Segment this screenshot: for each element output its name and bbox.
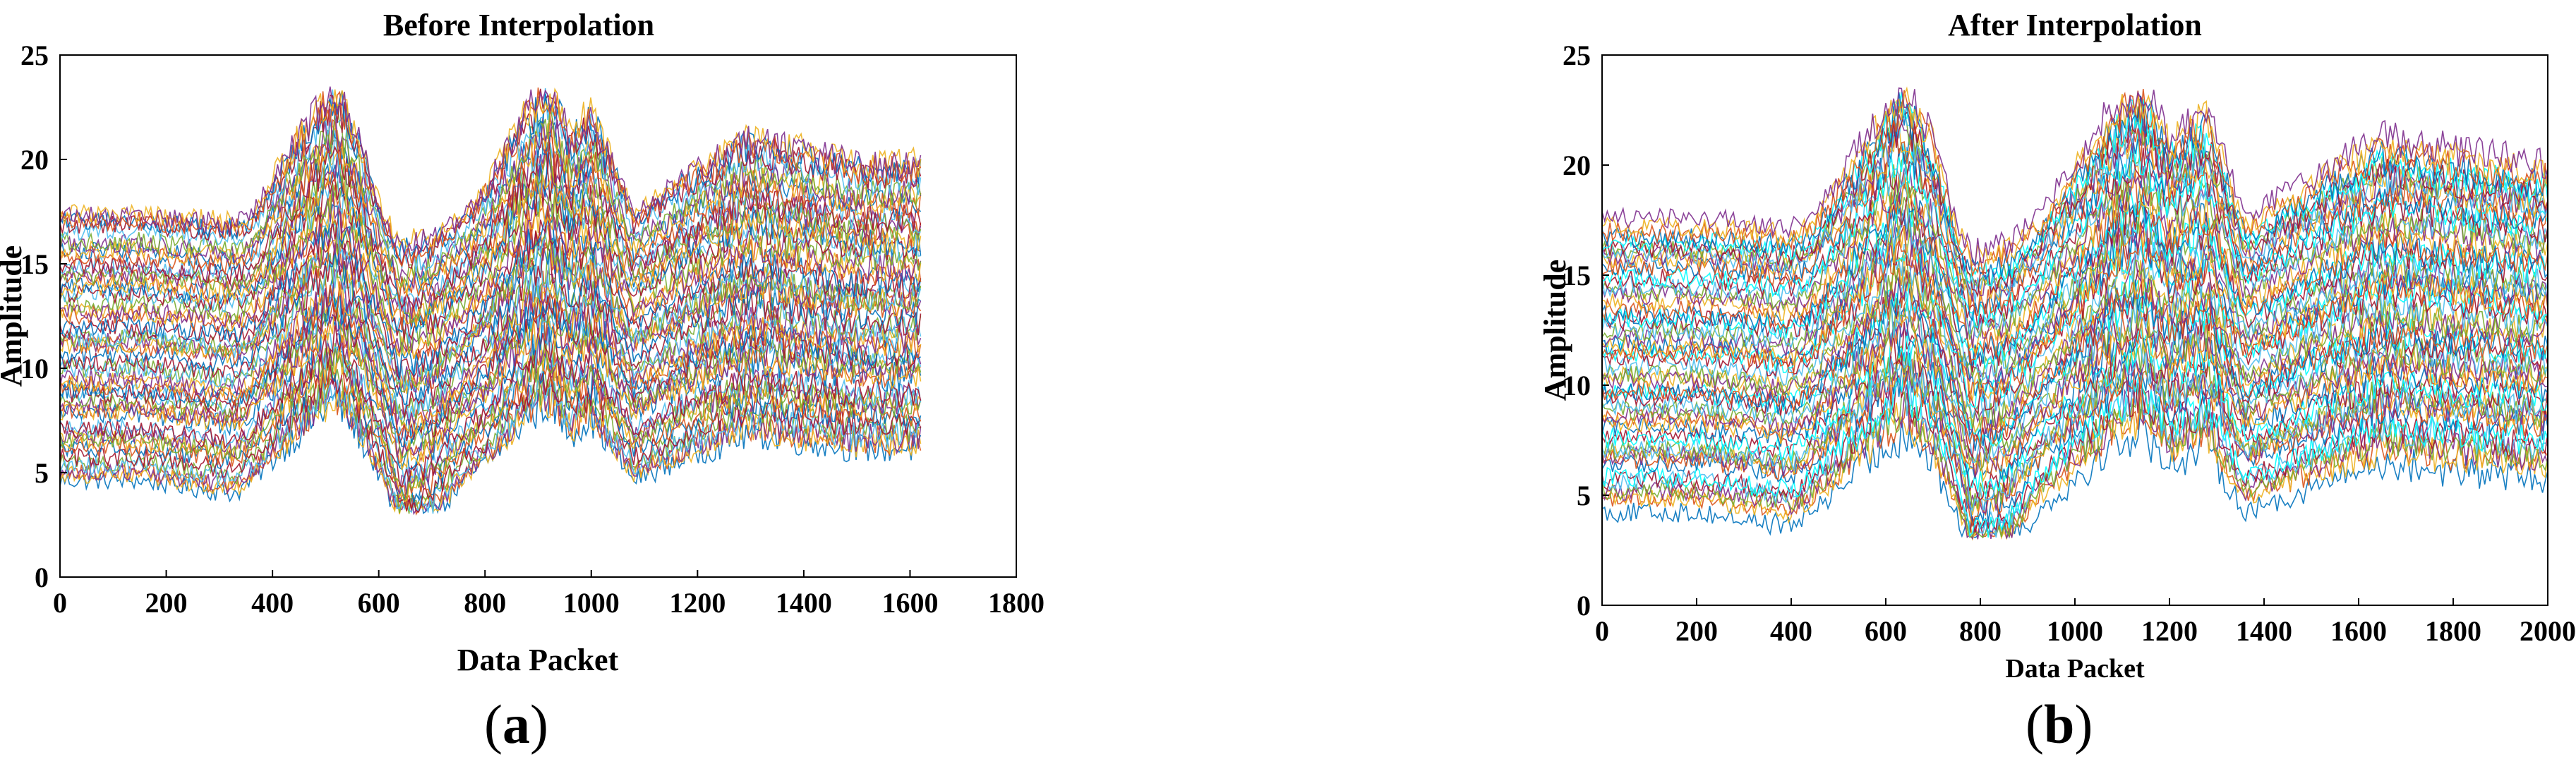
chart-a-y-tick-label: 15 — [20, 248, 49, 280]
chart-a-series-line — [59, 249, 922, 420]
chart-a-x-tick-label: 800 — [464, 587, 506, 619]
chart-b-series-line — [1601, 128, 2548, 322]
chart-b-series-line — [1601, 216, 2548, 401]
chart-b-series-line — [1601, 147, 2548, 339]
chart-a-y-tick-label: 25 — [20, 40, 49, 71]
chart-b-series-line — [1601, 408, 2548, 539]
chart-b-x-tick-label: 1200 — [2141, 615, 2198, 647]
chart-b-y-ticks: 0 5 10 15 20 25 — [1563, 40, 1609, 621]
chart-a-y-tick-label: 20 — [20, 144, 49, 176]
chart-b-series-line — [1601, 352, 2548, 527]
chart-a-x-tick-label: 1400 — [776, 587, 832, 619]
chart-a-x-axis-label: Data Packet — [457, 643, 619, 677]
chart-b-x-tick-label: 1600 — [2330, 615, 2387, 647]
chart-a-series-line — [59, 265, 922, 426]
chart-b-x-tick-label: 400 — [1770, 615, 1812, 647]
chart-b-y-tick-label: 0 — [1577, 590, 1591, 621]
chart-b-series-line — [1601, 86, 2548, 267]
chart-before-interpolation: Before Interpolation 0 200 400 600 800 1000 12… — [0, 8, 1045, 677]
panel-a-label: (a) — [484, 693, 548, 755]
chart-b-y-tick-label: 25 — [1563, 40, 1591, 71]
chart-a-series-line — [59, 322, 922, 489]
chart-b-y-axis-label: Amplitude — [1538, 260, 1572, 401]
chart-b-series-line — [1601, 147, 2548, 328]
chart-a-axes-frame — [59, 54, 1017, 578]
chart-b-series-line — [1601, 164, 2548, 348]
chart-a-y-tick-label: 0 — [35, 562, 49, 593]
chart-a-series-line — [59, 109, 922, 291]
chart-a-series-line — [59, 367, 921, 514]
chart-b-y-tick-label: 15 — [1563, 260, 1591, 291]
panel-b-label: (b) — [2026, 693, 2093, 755]
chart-b-series-line — [1601, 89, 2548, 277]
chart-b-x-axis-label: Data Packet — [2005, 654, 2145, 684]
chart-a-x-tick-label: 400 — [251, 587, 294, 619]
chart-b-series-line — [1601, 291, 2548, 471]
chart-b-series-line — [1601, 164, 2548, 354]
chart-a-series-line — [59, 140, 922, 324]
chart-b-title: After Interpolation — [1948, 8, 2202, 42]
chart-b-x-tick-label: 0 — [1595, 615, 1609, 647]
chart-b-series-line — [1601, 87, 2548, 268]
chart-a-series-line — [59, 152, 922, 334]
chart-b-series-line — [1601, 202, 2548, 381]
chart-b-x-tick-label: 1800 — [2425, 615, 2481, 647]
chart-a-series-line — [59, 150, 922, 327]
chart-b-series-line — [1601, 268, 2548, 459]
chart-b-x-ticks: 0 200 400 600 800 1000 1200 1400 1600 1800 2000 — [1595, 598, 2576, 647]
chart-a-y-axis-label: Amplitude — [0, 245, 28, 387]
chart-a-x-tick-label: 0 — [53, 587, 67, 619]
chart-a-series-line — [59, 295, 922, 458]
chart-a-series-line — [59, 184, 922, 361]
chart-a-series-line — [59, 373, 922, 516]
chart-b-series-line — [1601, 267, 2548, 449]
chart-a-y-ticks: 0 5 10 15 20 25 — [20, 40, 67, 593]
chart-a-x-tick-label: 600 — [358, 587, 400, 619]
chart-a-x-tick-label: 200 — [145, 587, 188, 619]
chart-a-series-line — [59, 90, 922, 260]
chart-b-series-line — [1601, 194, 2548, 385]
chart-a-x-tick-label: 1600 — [881, 587, 938, 619]
chart-after-interpolation: After Interpolation 0 200 400 600 800 1000 120… — [1538, 8, 2576, 684]
chart-a-series-line — [59, 87, 922, 249]
chart-a-series-line — [59, 87, 922, 268]
chart-a-plot-area — [59, 86, 922, 516]
chart-a-series-line — [59, 121, 922, 296]
chart-a-title: Before Interpolation — [383, 8, 654, 42]
chart-b-x-tick-label: 600 — [1865, 615, 1907, 647]
chart-a-series-line — [59, 86, 922, 256]
chart-a-x-ticks: 0 200 400 600 800 1000 1200 1400 1600 1800 — [53, 570, 1045, 619]
chart-b-series-line — [1601, 180, 2548, 366]
chart-a-x-tick-label: 1800 — [988, 587, 1045, 619]
chart-a-series-line — [59, 295, 922, 459]
chart-b-series-line — [1601, 382, 2548, 540]
chart-b-series-line — [1601, 221, 2548, 408]
chart-b-x-tick-label: 1400 — [2236, 615, 2292, 647]
chart-b-series-line — [1601, 253, 2548, 435]
chart-b-y-tick-label: 10 — [1563, 370, 1591, 401]
chart-b-x-tick-label: 200 — [1675, 615, 1718, 647]
chart-b-y-tick-label: 20 — [1563, 150, 1591, 181]
chart-b-x-tick-label: 2000 — [2520, 615, 2576, 647]
chart-a-y-tick-label: 10 — [20, 353, 49, 384]
chart-b-series-line — [1601, 171, 2548, 363]
chart-a-series-line — [59, 133, 922, 310]
chart-a-x-tick-label: 1000 — [563, 587, 620, 619]
chart-b-plot-area — [1601, 86, 2548, 541]
chart-b-x-tick-label: 1000 — [2047, 615, 2103, 647]
chart-a-y-tick-label: 5 — [35, 457, 49, 489]
chart-b-x-tick-label: 800 — [1959, 615, 2002, 647]
chart-a-x-tick-label: 1200 — [669, 587, 726, 619]
chart-b-series-line — [1601, 153, 2548, 340]
chart-a-series-line — [59, 296, 921, 464]
chart-b-series-line — [1601, 307, 2548, 479]
chart-b-series-line — [1601, 274, 2548, 447]
chart-a-series-line — [59, 320, 922, 486]
chart-b-y-tick-label: 5 — [1577, 480, 1591, 511]
